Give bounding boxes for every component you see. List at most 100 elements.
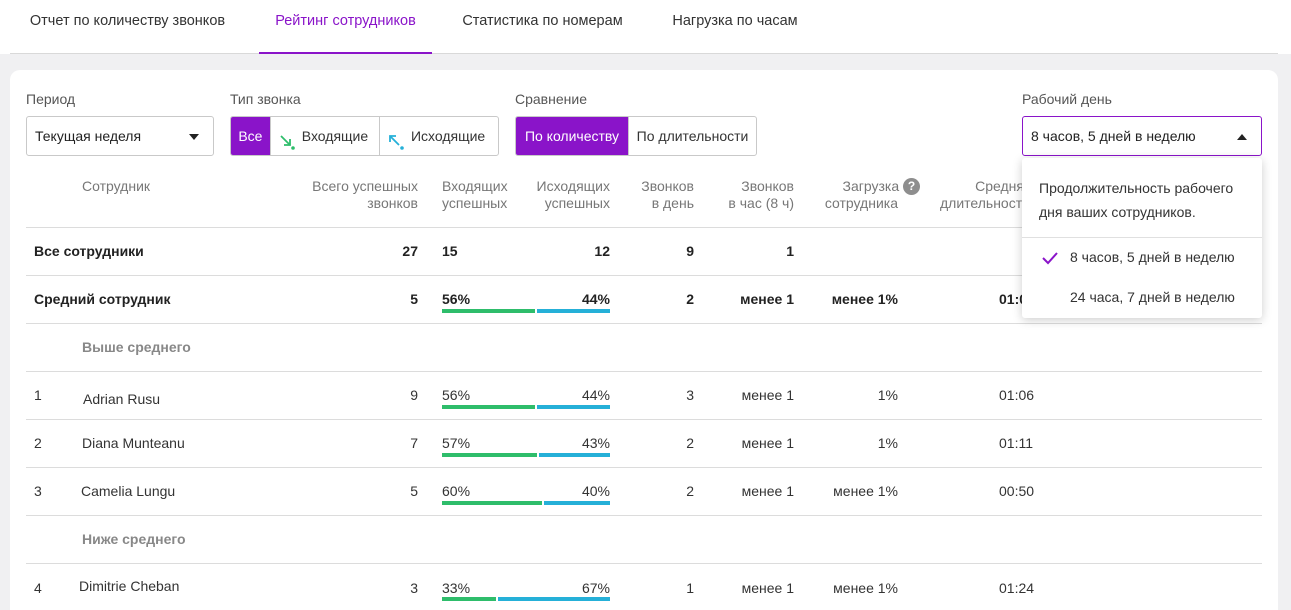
chevron-up-icon xyxy=(1237,134,1247,140)
table-row[interactable]: 4 Dimitrie Cheban 3 33% 67% 1 менее 1 ме… xyxy=(26,563,1262,610)
row-outgoing-bar xyxy=(544,501,610,505)
header-employee[interactable]: Сотрудник xyxy=(82,178,151,194)
header-total[interactable]: Всего успешных звонков xyxy=(290,178,418,212)
tab-employee-rating[interactable]: Рейтинг сотрудников xyxy=(259,0,432,54)
header-per-day-line2: в день xyxy=(651,195,694,211)
row-incoming-pct: 60% xyxy=(442,483,471,499)
tab-number-stats[interactable]: Статистика по номерам xyxy=(462,13,623,29)
call-type-label: Тип звонка xyxy=(230,91,301,107)
call-type-all-label: Все xyxy=(238,128,263,144)
chevron-down-icon xyxy=(189,134,199,140)
row-duration: 01:06 xyxy=(999,387,1035,403)
row-incoming-bar xyxy=(442,501,542,505)
header-per-hour-line2: в час (8 ч) xyxy=(728,195,794,211)
comparison-duration-button[interactable]: По длительности xyxy=(629,117,756,155)
tab-hourly-load[interactable]: Нагрузка по часам xyxy=(672,13,798,29)
row-per-day: 2 xyxy=(686,435,694,451)
all-per-hour: 1 xyxy=(786,243,794,259)
row-per-hour: менее 1 xyxy=(741,387,794,403)
header-avg-duration-line2: длительность xyxy=(940,195,1024,211)
above-average-label: Выше среднего xyxy=(82,339,191,355)
table-row-all[interactable]: Все сотрудники 27 15 12 9 1 xyxy=(26,227,1262,275)
header-total-line1: Всего успешных xyxy=(312,178,418,194)
header-load[interactable]: Загрузка ? сотрудника xyxy=(800,178,920,212)
comparison-label: Сравнение xyxy=(515,91,587,107)
header-per-hour[interactable]: Звонков в час (8 ч) xyxy=(704,178,794,212)
workday-dropdown: Продолжительность рабочего дня ваших сот… xyxy=(1022,158,1262,318)
table-row-average[interactable]: Средний сотрудник 5 56% 44% 2 менее 1 ме… xyxy=(26,275,1262,323)
call-type-outgoing-label: Исходящие xyxy=(410,128,486,144)
row-name: Camelia Lungu xyxy=(81,483,176,499)
workday-dropdown-description: Продолжительность рабочего дня ваших сот… xyxy=(1039,180,1234,220)
workday-option-24h[interactable]: 24 часа, 7 дней в неделю xyxy=(1070,289,1235,305)
row-per-day: 3 xyxy=(686,387,694,403)
help-icon[interactable]: ? xyxy=(903,178,920,195)
call-type-group: Все Входящие Исходящие xyxy=(230,116,499,156)
header-incoming-line1: Входящих xyxy=(442,178,508,194)
header-outgoing-line1: Исходящих xyxy=(536,178,610,194)
call-type-outgoing-button[interactable]: Исходящие xyxy=(380,117,498,155)
row-name: Diana Munteanu xyxy=(82,435,185,451)
row-outgoing-pct: 67% xyxy=(581,580,610,596)
row-outgoing-pct: 40% xyxy=(581,483,610,499)
header-incoming-line2: успешных xyxy=(442,195,508,211)
row-per-hour: менее 1 xyxy=(741,435,794,451)
row-outgoing-pct: 43% xyxy=(581,435,610,451)
below-average-label: Ниже среднего xyxy=(82,531,186,547)
call-type-all-button[interactable]: Все xyxy=(231,117,271,155)
row-incoming-pct: 57% xyxy=(442,435,471,451)
call-type-incoming-button[interactable]: Входящие xyxy=(271,117,380,155)
outgoing-call-icon xyxy=(387,127,405,150)
period-select[interactable]: Текущая неделя xyxy=(26,116,214,156)
header-per-day[interactable]: Звонков в день xyxy=(620,178,694,212)
row-incoming-bar xyxy=(442,405,535,409)
row-outgoing-bar xyxy=(537,405,610,409)
row-outgoing-pct: 44% xyxy=(581,387,610,403)
row-total: 5 xyxy=(410,483,418,499)
avg-per-hour: менее 1 xyxy=(740,291,794,307)
row-total: 3 xyxy=(410,580,418,596)
row-incoming-pct: 33% xyxy=(442,580,471,596)
table-row[interactable]: 3 Camelia Lungu 5 60% 40% 2 менее 1 мене… xyxy=(26,467,1262,515)
header-incoming[interactable]: Входящих успешных xyxy=(442,178,508,212)
header-avg-duration[interactable]: Средня длительность xyxy=(940,178,1024,212)
section-above-average: Выше среднего xyxy=(26,323,1262,371)
workday-select[interactable]: 8 часов, 5 дней в неделю xyxy=(1022,116,1262,156)
row-total: 9 xyxy=(410,387,418,403)
table-row[interactable]: 2 Diana Munteanu 7 57% 43% 2 менее 1 1% … xyxy=(26,419,1262,467)
avg-incoming-pct: 56% xyxy=(442,291,471,307)
all-per-day: 9 xyxy=(686,243,694,259)
header-outgoing[interactable]: Исходящих успешных xyxy=(520,178,610,212)
avg-load: менее 1% xyxy=(831,291,898,307)
row-load: менее 1% xyxy=(833,580,898,596)
workday-value: 8 часов, 5 дней в неделю xyxy=(1031,128,1196,144)
header-load-line1: Загрузка xyxy=(842,178,900,194)
row-outgoing-bar xyxy=(539,453,610,457)
comparison-count-label: По количеству xyxy=(524,128,620,144)
row-incoming-bar xyxy=(442,453,537,457)
row-per-hour: менее 1 xyxy=(741,483,794,499)
all-incoming: 15 xyxy=(442,243,458,259)
header-load-line2: сотрудника xyxy=(824,195,898,211)
row-incoming-bar xyxy=(442,597,496,601)
tab-calls-report[interactable]: Отчет по количеству звонков xyxy=(29,13,226,29)
avg-total: 5 xyxy=(410,291,418,307)
row-total: 7 xyxy=(410,435,418,451)
comparison-duration-label: По длительности xyxy=(636,128,749,144)
row-incoming-pct: 56% xyxy=(442,387,471,403)
row-per-day: 2 xyxy=(686,483,694,499)
row-per-hour: менее 1 xyxy=(741,580,794,596)
header-per-day-line1: Звонков xyxy=(641,178,694,194)
row-per-day: 1 xyxy=(686,580,694,596)
all-outgoing: 12 xyxy=(594,243,610,259)
all-name: Все сотрудники xyxy=(34,243,144,259)
row-name: Dimitrie Cheban xyxy=(79,578,180,594)
row-load: менее 1% xyxy=(833,483,898,499)
header-outgoing-line2: успешных xyxy=(544,195,610,211)
table-row[interactable]: 1 Adrian Rusu 9 56% 44% 3 менее 1 1% 01:… xyxy=(26,371,1262,419)
row-duration: 00:50 xyxy=(999,483,1035,499)
avg-name: Средний сотрудник xyxy=(34,291,171,307)
comparison-count-button[interactable]: По количеству xyxy=(516,117,629,155)
workday-option-8h[interactable]: 8 часов, 5 дней в неделю xyxy=(1070,249,1235,265)
row-duration: 01:24 xyxy=(999,580,1035,596)
